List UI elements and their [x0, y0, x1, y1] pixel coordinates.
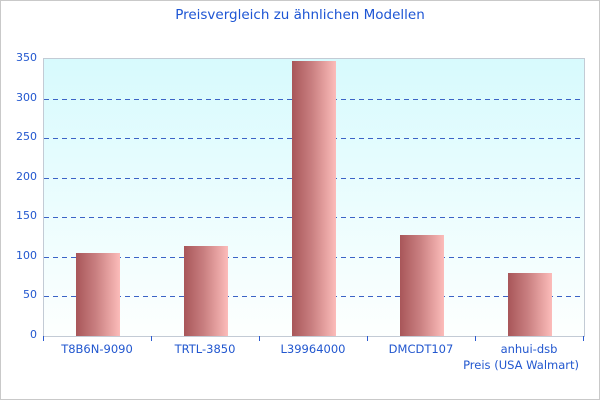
x-tick-label: anhui-dsb	[500, 342, 558, 356]
y-tick-label: 200	[16, 170, 37, 183]
x-axis-tick	[43, 336, 44, 341]
bar	[508, 273, 552, 336]
x-axis-tick	[475, 336, 476, 341]
y-tick-label: 300	[16, 91, 37, 104]
bar	[400, 235, 444, 336]
y-tick-label: 100	[16, 249, 37, 262]
y-tick-label: 350	[16, 51, 37, 64]
y-tick-label: 150	[16, 209, 37, 222]
y-tick-label: 50	[23, 288, 37, 301]
x-tick-label: DMCDT107	[388, 342, 454, 356]
x-axis-tick	[259, 336, 260, 341]
bar	[76, 253, 120, 336]
x-axis-tick	[583, 336, 584, 341]
x-axis-title: Preis (USA Walmart)	[463, 358, 579, 372]
plot-area	[43, 58, 585, 337]
bar	[292, 61, 336, 336]
y-tick-label: 250	[16, 130, 37, 143]
chart-title: Preisvergleich zu ähnlichen Modellen	[175, 7, 425, 23]
x-axis-tick	[151, 336, 152, 341]
x-tick-label: TRTL-3850	[174, 342, 236, 356]
x-tick-label: T8B6N-9090	[61, 342, 133, 356]
x-tick-label: L39964000	[280, 342, 346, 356]
y-tick-label: 0	[30, 328, 37, 341]
bar	[184, 246, 228, 336]
x-axis-tick	[367, 336, 368, 341]
